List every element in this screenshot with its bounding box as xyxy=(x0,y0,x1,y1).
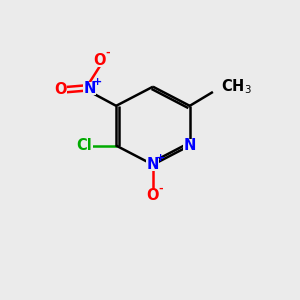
Text: CH$_3$: CH$_3$ xyxy=(221,77,251,96)
Text: -: - xyxy=(105,48,110,58)
Text: +: + xyxy=(156,153,166,163)
Bar xyxy=(146,158,159,171)
Bar xyxy=(94,54,106,67)
Bar xyxy=(54,83,67,96)
Text: -: - xyxy=(158,183,163,193)
Text: Cl: Cl xyxy=(76,138,92,153)
Text: O: O xyxy=(94,53,106,68)
Bar xyxy=(83,82,96,94)
Text: N: N xyxy=(184,138,196,153)
Text: N: N xyxy=(83,81,96,96)
Bar xyxy=(146,189,159,202)
Text: N: N xyxy=(147,157,159,172)
Text: O: O xyxy=(54,82,66,97)
Text: +: + xyxy=(93,77,102,87)
Text: O: O xyxy=(147,188,159,203)
Bar xyxy=(183,139,196,152)
Bar xyxy=(75,139,93,152)
